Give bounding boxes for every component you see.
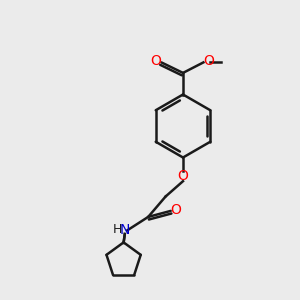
Text: O: O — [203, 54, 214, 68]
Text: H: H — [113, 223, 122, 236]
Text: O: O — [151, 54, 161, 68]
Text: O: O — [178, 169, 188, 183]
Text: N: N — [120, 223, 130, 237]
Text: O: O — [171, 203, 182, 217]
